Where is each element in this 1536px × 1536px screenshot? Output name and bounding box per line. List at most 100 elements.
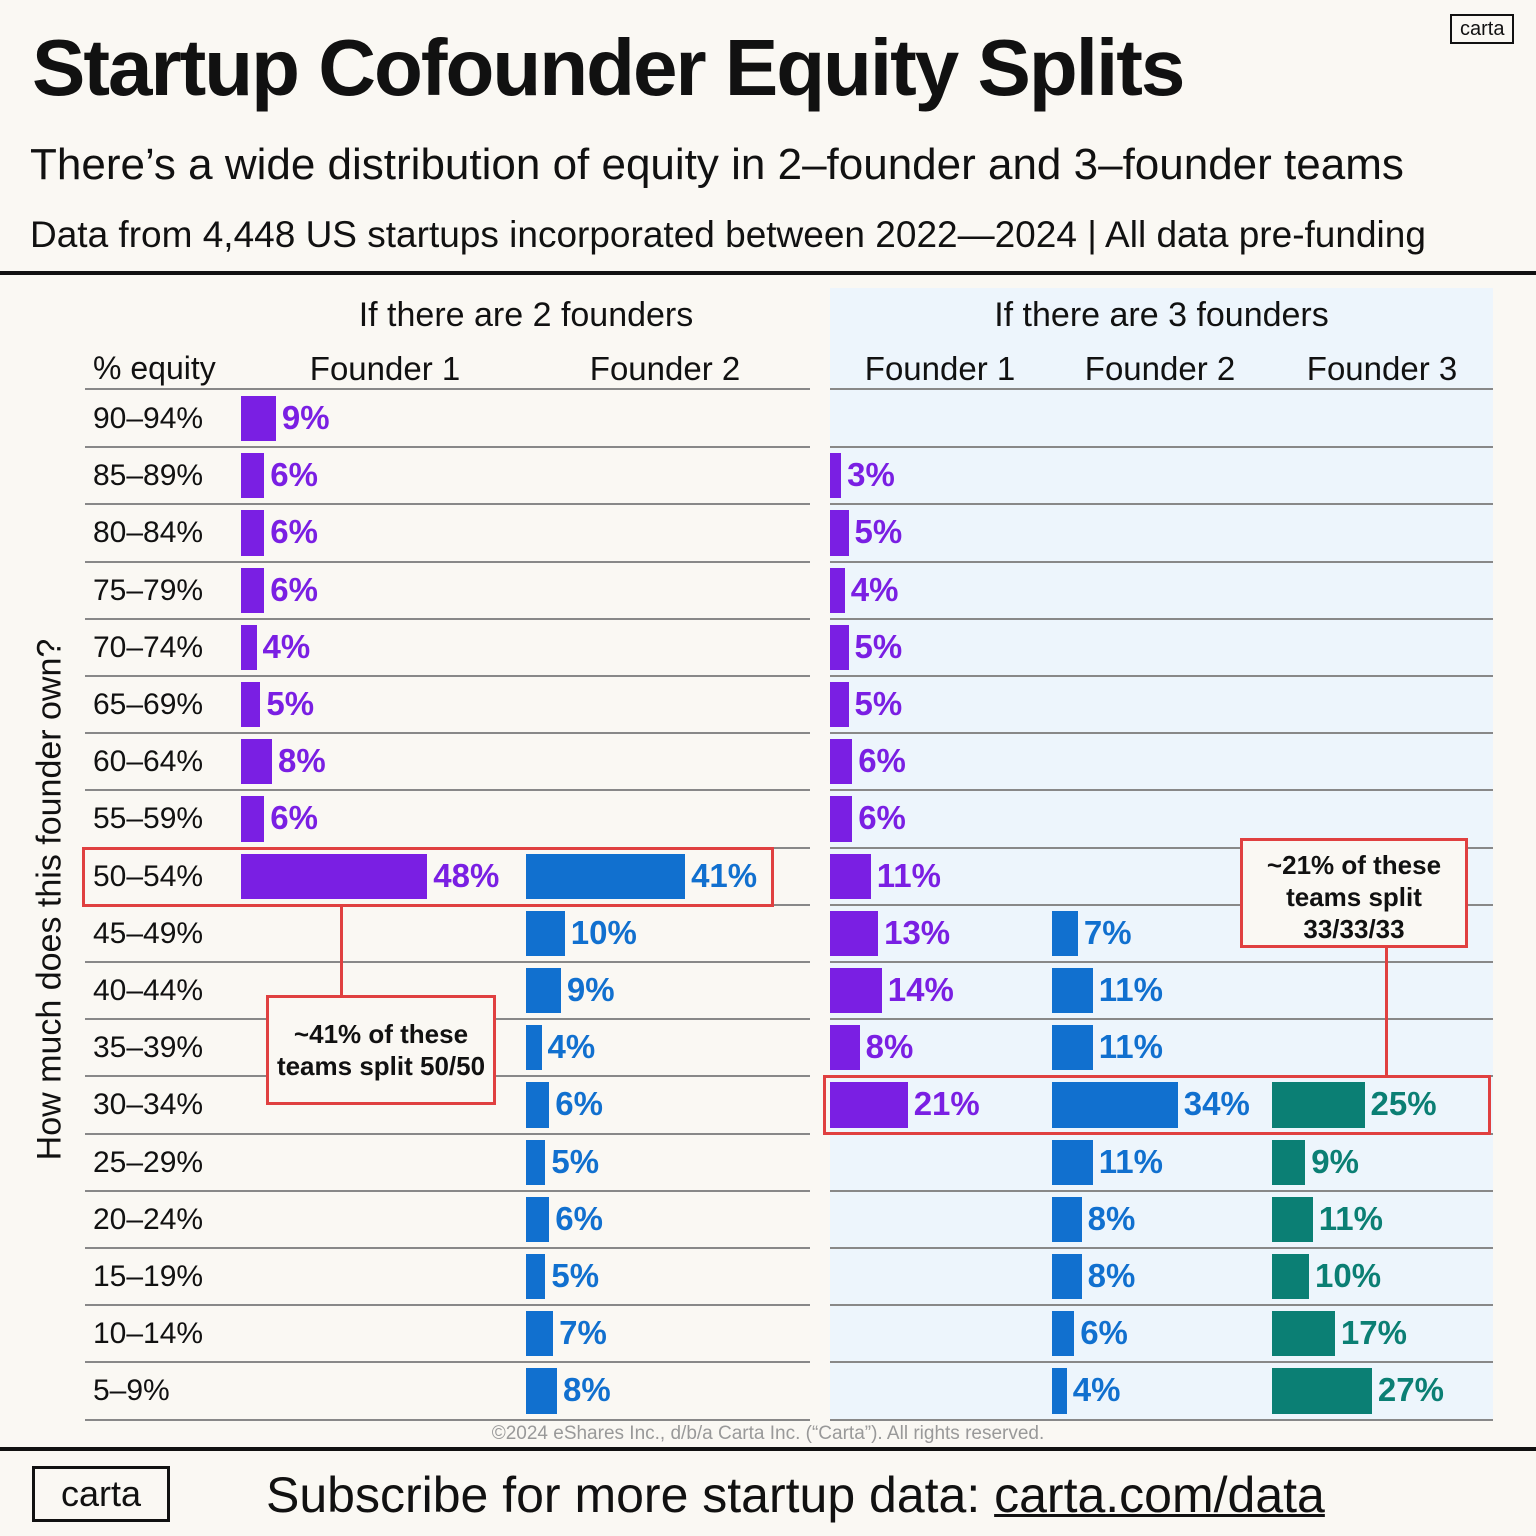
- row-line: [830, 846, 1493, 849]
- header-line: [85, 388, 810, 390]
- bar: [1052, 1196, 1082, 1242]
- footer-divider: [0, 1447, 1536, 1451]
- row-line: [85, 1247, 810, 1249]
- data-label: 27%: [1377, 1371, 1444, 1409]
- row-label: 45–49%: [93, 916, 204, 950]
- data-label: 6%: [858, 742, 906, 780]
- data-label: 4%: [1072, 1371, 1121, 1409]
- data-label: 8%: [1087, 1199, 1136, 1237]
- bar: [1272, 1311, 1335, 1357]
- bar: [241, 396, 276, 442]
- bar: [830, 567, 845, 613]
- data-label: 5%: [266, 685, 315, 722]
- data-label: 4%: [850, 570, 899, 608]
- bar: [830, 739, 853, 785]
- subscribe-cta: Subscribe for more startup data: carta.c…: [266, 1466, 1325, 1524]
- bar: [1052, 1139, 1093, 1185]
- row-line: [830, 732, 1493, 735]
- row-label: 60–64%: [93, 745, 204, 779]
- row-line: [830, 1361, 1493, 1364]
- data-label: 4%: [547, 1028, 596, 1066]
- bar: [526, 910, 565, 956]
- bar: [1052, 1311, 1075, 1357]
- data-label: 11%: [1318, 1199, 1383, 1237]
- data-label: 5%: [551, 1142, 600, 1180]
- data-label: 13%: [884, 913, 951, 951]
- data-note: Data from 4,448 US startups incorporated…: [30, 214, 1426, 255]
- row-label: 10–14%: [93, 1317, 204, 1351]
- row-header: % equity: [93, 350, 216, 386]
- row-label: 75–79%: [93, 573, 204, 607]
- data-label: 8%: [278, 742, 326, 780]
- row-line: [85, 675, 810, 677]
- row-line: [830, 446, 1493, 449]
- bar: [1052, 1368, 1067, 1414]
- col-3f-founder3: Founder 3: [1306, 350, 1458, 387]
- divider: [0, 271, 1536, 275]
- data-label: 7%: [559, 1314, 607, 1352]
- group-title-2: If there are 2 founders: [358, 296, 694, 334]
- row-label: 70–74%: [93, 630, 204, 664]
- data-label: 3%: [847, 456, 895, 494]
- bar: [1272, 1196, 1313, 1242]
- data-label: 5%: [854, 513, 903, 551]
- row-line: [830, 617, 1493, 620]
- data-label: 25%: [1370, 1085, 1437, 1123]
- bar: [830, 510, 849, 556]
- annotation-50-50: ~41% of these teams split 50/50: [266, 995, 496, 1105]
- bar: [241, 796, 265, 842]
- row-line: [85, 732, 810, 735]
- row-line: [85, 1304, 810, 1307]
- data-label: 48%: [433, 856, 500, 894]
- data-label: 6%: [270, 570, 318, 608]
- data-label: 11%: [1098, 1028, 1163, 1066]
- bar: [241, 853, 428, 899]
- data-label: 6%: [555, 1085, 603, 1123]
- copyright: ©2024 eShares Inc., d/b/a Carta Inc. (“C…: [491, 1423, 1045, 1444]
- bar: [526, 853, 686, 899]
- row-line: [830, 675, 1493, 677]
- row-label: 25–29%: [93, 1145, 204, 1179]
- row-line: [830, 1018, 1493, 1021]
- bar: [241, 510, 265, 556]
- bar: [241, 624, 257, 670]
- bar: [241, 682, 261, 728]
- row-line: [830, 903, 1493, 906]
- bar: [526, 1196, 550, 1242]
- bar: [830, 853, 871, 899]
- row-line: [85, 1189, 810, 1192]
- col-3f-founder2: Founder 2: [1084, 350, 1236, 387]
- col-2f-founder1: Founder 1: [309, 350, 461, 387]
- data-label: 7%: [1083, 913, 1132, 951]
- data-label: 10%: [570, 913, 637, 951]
- data-label: 5%: [551, 1257, 600, 1294]
- row-label: 35–39%: [93, 1031, 204, 1065]
- bar: [1052, 1025, 1093, 1071]
- y-axis-label: How much does this founder own?: [30, 638, 69, 1161]
- bar: [830, 968, 882, 1014]
- carta-data-link[interactable]: carta.com/data: [994, 1467, 1325, 1523]
- bar: [241, 453, 265, 499]
- row-line: [830, 1418, 1493, 1421]
- row-line: [830, 503, 1493, 506]
- bar: [830, 624, 849, 670]
- bar: [526, 1254, 546, 1300]
- row-line: [85, 789, 810, 792]
- row-line: [85, 1132, 810, 1135]
- row-label: 85–89%: [93, 459, 204, 493]
- annotation-line-2: [1385, 946, 1388, 1075]
- bar: [830, 1025, 860, 1071]
- data-label: 6%: [858, 799, 906, 837]
- row-line: [830, 789, 1493, 792]
- row-label: 80–84%: [93, 516, 204, 550]
- data-label: 8%: [563, 1371, 611, 1409]
- bar: [1052, 1254, 1082, 1300]
- bar: [830, 682, 849, 728]
- row-label: 30–34%: [93, 1088, 204, 1122]
- data-label: 6%: [555, 1199, 603, 1237]
- row-line: [85, 1361, 810, 1364]
- bar: [1052, 1082, 1178, 1128]
- bar: [241, 739, 273, 785]
- bar: [241, 567, 265, 613]
- bar: [526, 1025, 542, 1071]
